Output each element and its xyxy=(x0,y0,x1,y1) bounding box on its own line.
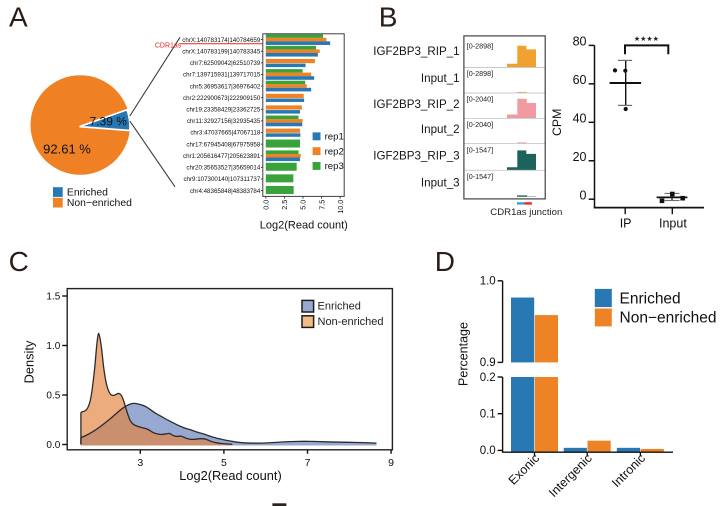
svg-text:5: 5 xyxy=(221,457,227,469)
svg-text:[0-2898]: [0-2898] xyxy=(467,42,493,51)
svg-text:Non−enriched: Non−enriched xyxy=(67,198,132,209)
svg-text:2.5: 2.5 xyxy=(280,200,289,210)
svg-text:[0-2898]: [0-2898] xyxy=(467,69,493,78)
svg-text:Non-enriched: Non-enriched xyxy=(318,316,384,328)
svg-text:Density: Density xyxy=(22,340,37,383)
svg-text:[0-1547]: [0-1547] xyxy=(467,145,493,154)
svg-text:7.5: 7.5 xyxy=(317,200,326,210)
svg-text:IGF2BP3_RIP_1: IGF2BP3_RIP_1 xyxy=(373,45,459,58)
svg-text:1.0: 1.0 xyxy=(46,341,60,352)
svg-text:chrX:140783199|140783345: chrX:140783199|140783345 xyxy=(182,48,261,55)
svg-text:rep1: rep1 xyxy=(325,132,344,143)
svg-text:rep3: rep3 xyxy=(325,161,344,172)
svg-text:0.0: 0.0 xyxy=(480,445,496,457)
svg-text:chr2:222900673|222909150: chr2:222900673|222909150 xyxy=(183,95,261,102)
svg-text:0.9: 0.9 xyxy=(480,357,496,369)
svg-text:[0-2040]: [0-2040] xyxy=(467,120,493,129)
svg-text:chrX:140783174|140784659: chrX:140783174|140784659 xyxy=(182,37,261,44)
svg-text:Enriched: Enriched xyxy=(67,188,108,199)
svg-text:5.0: 5.0 xyxy=(299,200,308,210)
svg-text:0.1: 0.1 xyxy=(480,409,496,421)
svg-text:1.0: 1.0 xyxy=(480,276,496,288)
svg-text:7.39 %: 7.39 % xyxy=(90,114,128,128)
svg-text:chr7:62509042|62510739: chr7:62509042|62510739 xyxy=(190,60,261,67)
svg-text:10.0: 10.0 xyxy=(336,200,345,214)
svg-text:0: 0 xyxy=(580,188,587,202)
svg-text:chr1:205616477|205623891: chr1:205616477|205623891 xyxy=(183,153,261,160)
svg-text:chr5:36953617|36976402: chr5:36953617|36976402 xyxy=(190,83,261,90)
svg-text:C: C xyxy=(9,246,29,277)
svg-text:Input_3: Input_3 xyxy=(421,176,460,189)
svg-text:Input_1: Input_1 xyxy=(421,72,460,85)
svg-text:rep2: rep2 xyxy=(325,146,344,157)
svg-text:Input_2: Input_2 xyxy=(421,123,460,136)
svg-text:★★★★: ★★★★ xyxy=(634,34,659,43)
svg-text:92.61 %: 92.61 % xyxy=(43,142,91,157)
svg-text:Enriched: Enriched xyxy=(620,291,681,308)
svg-text:chr3:47037665|47067118: chr3:47037665|47067118 xyxy=(190,130,261,137)
svg-text:9: 9 xyxy=(388,457,394,469)
svg-text:chr11:32927156|32935435: chr11:32927156|32935435 xyxy=(187,118,261,125)
svg-text:[0-1547]: [0-1547] xyxy=(467,172,493,181)
svg-text:40: 40 xyxy=(573,111,587,125)
svg-text:Input: Input xyxy=(659,216,687,230)
svg-text:chr20:35653527|35659014: chr20:35653527|35659014 xyxy=(186,165,260,172)
svg-text:0.0: 0.0 xyxy=(46,440,60,451)
svg-text:1.5: 1.5 xyxy=(46,292,60,303)
svg-text:Log2(Read count): Log2(Read count) xyxy=(260,219,348,231)
svg-text:0.2: 0.2 xyxy=(480,372,496,384)
svg-text:Percentage: Percentage xyxy=(457,322,471,386)
svg-text:Enriched: Enriched xyxy=(318,301,361,313)
svg-text:Non−enriched: Non−enriched xyxy=(620,310,717,327)
svg-text:chr9:107300140|107311737: chr9:107300140|107311737 xyxy=(183,176,260,183)
svg-text:80: 80 xyxy=(573,35,587,49)
svg-text:B: B xyxy=(379,1,398,32)
svg-text:D: D xyxy=(435,246,455,277)
svg-text:chr4:48365848|48383784: chr4:48365848|48383784 xyxy=(190,188,261,195)
svg-text:A: A xyxy=(9,1,28,32)
svg-text:7: 7 xyxy=(305,457,311,469)
svg-text:CDR1as: CDR1as xyxy=(155,43,182,50)
svg-text:chr19:23358429|23362725: chr19:23358429|23362725 xyxy=(186,107,260,114)
svg-text:[0-2040]: [0-2040] xyxy=(467,95,493,104)
svg-text:IP: IP xyxy=(620,216,632,230)
svg-text:0.5: 0.5 xyxy=(46,391,60,402)
svg-text:20: 20 xyxy=(573,150,587,164)
svg-text:3: 3 xyxy=(137,457,143,469)
svg-text:60: 60 xyxy=(573,73,587,87)
svg-text:CDR1as junction: CDR1as junction xyxy=(490,207,562,218)
svg-text:IGF2BP3_RIP_2: IGF2BP3_RIP_2 xyxy=(373,98,459,111)
svg-text:chr7:139715931|139717015: chr7:139715931|139717015 xyxy=(183,72,261,79)
svg-text:0.0: 0.0 xyxy=(262,200,271,210)
svg-text:chr17:67945408|67975958: chr17:67945408|67975958 xyxy=(186,141,260,148)
svg-text:CPM: CPM xyxy=(550,109,564,136)
svg-text:IGF2BP3_RIP_3: IGF2BP3_RIP_3 xyxy=(373,150,459,163)
svg-text:Log2(Read count): Log2(Read count) xyxy=(179,468,281,483)
